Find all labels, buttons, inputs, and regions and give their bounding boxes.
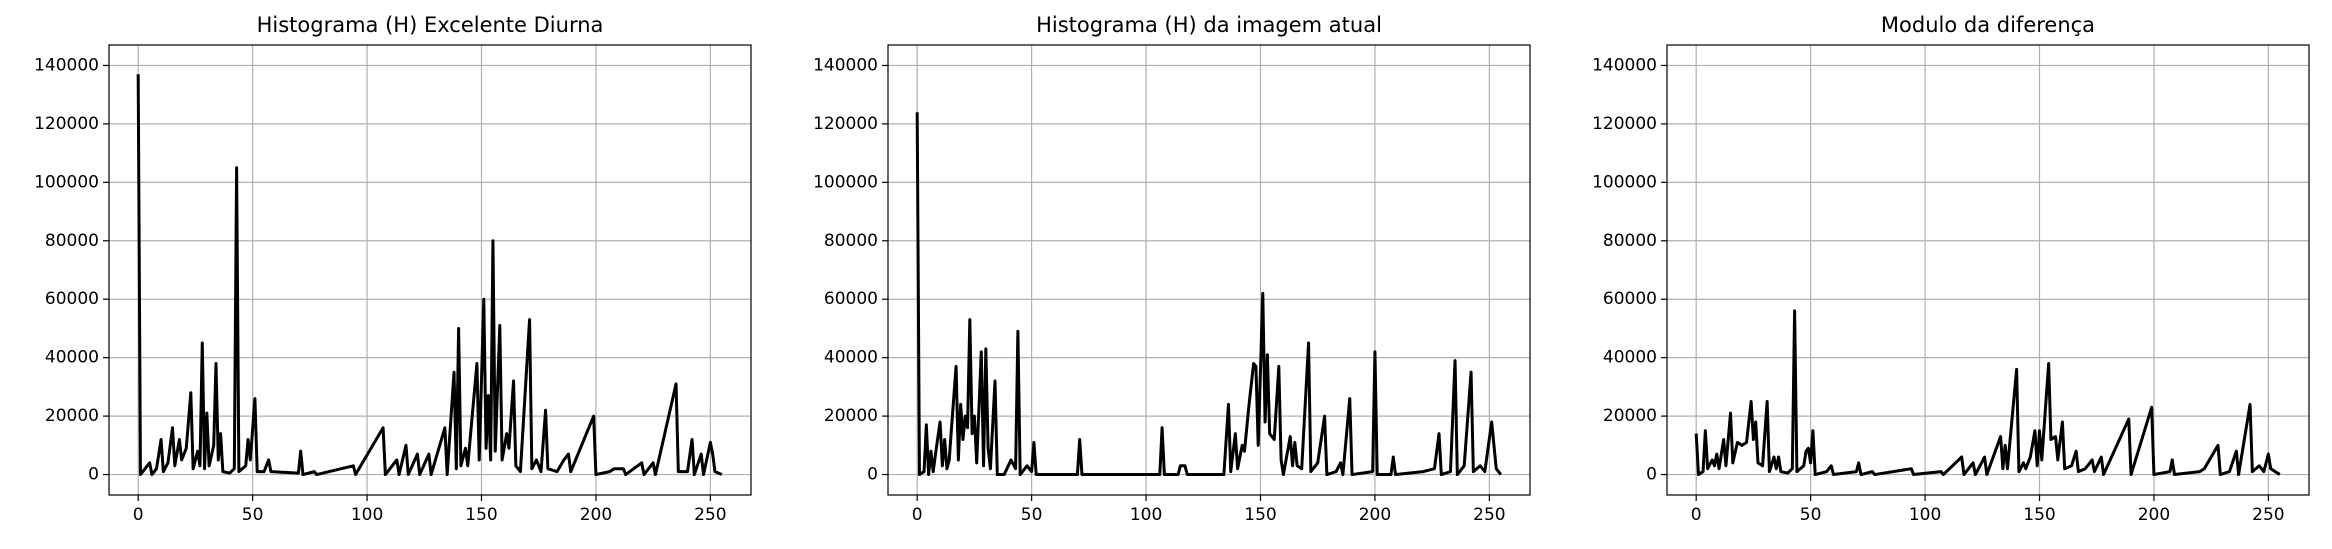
x-tick-label: 200 — [580, 505, 612, 525]
line — [915, 112, 1503, 477]
y-tick-label: 120000 — [813, 114, 878, 134]
y-tick-label: 60000 — [824, 289, 878, 309]
chart-title: Modulo da diferença — [1881, 13, 2095, 37]
y-tick-label: 60000 — [1603, 289, 1657, 309]
y-tick-label: 60000 — [45, 289, 99, 309]
y-tick-label: 40000 — [45, 348, 99, 368]
x-tick-label: 50 — [242, 505, 264, 525]
x-tick-label: 100 — [1909, 505, 1941, 525]
y-tick-label: 140000 — [1592, 55, 1657, 75]
axes-frame — [108, 44, 752, 496]
chart-title: Histograma (H) da imagem atual — [1036, 13, 1382, 37]
y-tick-label: 100000 — [1592, 172, 1657, 192]
x-tick-label: 150 — [1244, 505, 1276, 525]
x-tick-label: 0 — [133, 505, 144, 525]
y-tick-label: 20000 — [824, 406, 878, 426]
y-tick-label: 80000 — [45, 231, 99, 251]
y-tick-label: 0 — [1646, 465, 1657, 485]
y-tick-label: 40000 — [824, 348, 878, 368]
axes-frame — [887, 44, 1531, 496]
x-tick-label: 100 — [351, 505, 383, 525]
y-tick-label: 120000 — [1592, 114, 1657, 134]
x-tick-label: 200 — [1359, 505, 1391, 525]
y-tick-label: 0 — [88, 465, 99, 485]
x-tick-label: 150 — [2023, 505, 2055, 525]
y-tick-label: 120000 — [34, 114, 99, 134]
x-tick-label: 250 — [2252, 505, 2284, 525]
y-tick-label: 20000 — [1603, 406, 1657, 426]
axes-frame — [1666, 44, 2310, 496]
y-tick-label: 80000 — [1603, 231, 1657, 251]
x-tick-label: 0 — [912, 505, 923, 525]
x-tick-label: 250 — [694, 505, 726, 525]
x-tick-label: 150 — [465, 505, 497, 525]
x-tick-label: 0 — [1691, 505, 1702, 525]
y-tick-label: 0 — [867, 465, 878, 485]
x-tick-label: 50 — [1021, 505, 1043, 525]
x-tick-label: 200 — [2138, 505, 2170, 525]
x-tick-label: 50 — [1800, 505, 1822, 525]
line — [1694, 309, 2281, 477]
y-tick-label: 140000 — [813, 55, 878, 75]
y-tick-label: 20000 — [45, 406, 99, 426]
y-tick-label: 100000 — [34, 172, 99, 192]
y-tick-label: 140000 — [34, 55, 99, 75]
y-tick-label: 80000 — [824, 231, 878, 251]
chart-title: Histograma (H) Excelente Diurna — [257, 13, 604, 37]
x-tick-label: 100 — [1130, 505, 1162, 525]
y-tick-label: 100000 — [813, 172, 878, 192]
line — [136, 74, 723, 477]
y-tick-label: 40000 — [1603, 348, 1657, 368]
x-tick-label: 250 — [1473, 505, 1505, 525]
